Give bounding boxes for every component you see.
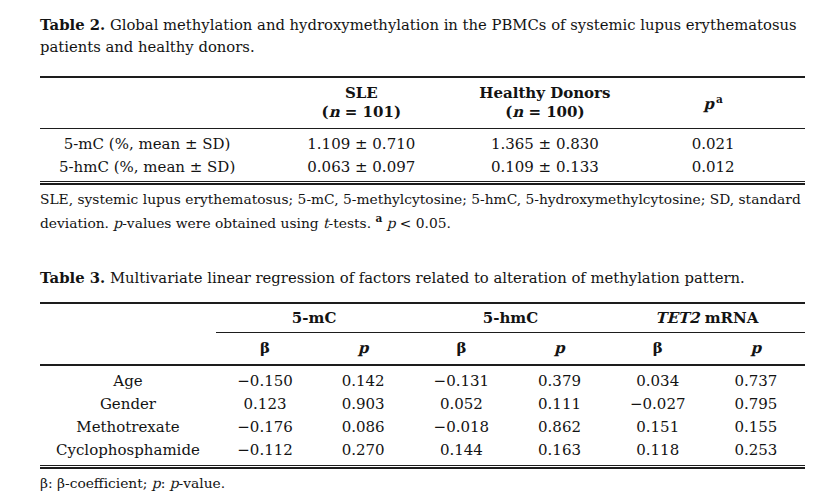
- table3: 5-mC 5-hmC TET2 mRNA β p β p β p Age −0.…: [40, 302, 805, 465]
- n-value: = 101): [340, 103, 401, 121]
- table3-cell: 0.379: [510, 365, 608, 393]
- table3-row-label: Cyclophosphamide: [40, 439, 216, 465]
- table3-row-age: Age −0.150 0.142 −0.131 0.379 0.034 0.73…: [40, 365, 805, 393]
- table2-header-healthy: Healthy Donors (n = 100): [468, 77, 621, 129]
- table3-footnote: β: β-coefficient; p: p-value.: [40, 474, 805, 491]
- table3-row-label: Gender: [40, 393, 216, 416]
- table2-header-p: pa: [621, 77, 805, 129]
- table3-row-gender: Gender 0.123 0.903 0.052 0.111 −0.027 0.…: [40, 393, 805, 416]
- table2: SLE (n = 101) Healthy Donors (n = 100) p…: [40, 76, 805, 181]
- table2-header-sle-n: (n = 101): [254, 103, 468, 122]
- table2-header-empty: [40, 77, 254, 129]
- table3-row-label: Methotrexate: [40, 416, 216, 439]
- table2-header-sle-name: SLE: [254, 84, 468, 103]
- table3-cell: 0.144: [412, 439, 510, 465]
- table3-cell: −0.018: [412, 416, 510, 439]
- table2-header-row: SLE (n = 101) Healthy Donors (n = 100) p…: [40, 77, 805, 129]
- table3-bottom-rule: [40, 465, 805, 469]
- table3-cell: 0.253: [707, 439, 805, 465]
- table2-caption: Table 2. Global methylation and hydroxym…: [40, 14, 805, 58]
- document-page: Table 2. Global methylation and hydroxym…: [0, 0, 816, 491]
- table3-caption: Table 3. Multivariate linear regression …: [40, 267, 805, 289]
- table3-cell: −0.150: [216, 365, 314, 393]
- n-symbol: n: [329, 103, 340, 121]
- table3-cell: 0.118: [609, 439, 707, 465]
- table3-cell: 0.903: [314, 393, 412, 416]
- table3-subheader-beta: β: [412, 332, 510, 365]
- table2-header-sle: SLE (n = 101): [254, 77, 468, 129]
- table3-cell: 0.052: [412, 393, 510, 416]
- table2-row-5mc: 5-mC (%, mean ± SD) 1.109 ± 0.710 1.365 …: [40, 129, 805, 157]
- table2-cell-healthy: 0.109 ± 0.133: [468, 156, 621, 181]
- table2-row-5hmc: 5-hmC (%, mean ± SD) 0.063 ± 0.097 0.109…: [40, 156, 805, 181]
- table3-group-header-row: 5-mC 5-hmC TET2 mRNA: [40, 303, 805, 333]
- table3-subheader-p: p: [707, 332, 805, 365]
- table2-row-label: 5-mC (%, mean ± SD): [40, 129, 254, 157]
- table3-cell: −0.027: [609, 393, 707, 416]
- n-symbol: n: [512, 103, 523, 121]
- table3-subheader-beta: β: [609, 332, 707, 365]
- table3-cell: 0.163: [510, 439, 608, 465]
- table2-header-healthy-n: (n = 100): [468, 103, 621, 122]
- table3-cell: 0.151: [609, 416, 707, 439]
- table3-cell: 0.123: [216, 393, 314, 416]
- table3-row-methotrexate: Methotrexate −0.176 0.086 −0.018 0.862 0…: [40, 416, 805, 439]
- table2-footnote: SLE, systemic lupus erythematosus; 5-mC,…: [40, 190, 805, 233]
- table3-cell: 0.111: [510, 393, 608, 416]
- table3-subheader-row: β p β p β p: [40, 332, 805, 365]
- p-symbol: p: [704, 95, 715, 113]
- table2-cell-sle: 1.109 ± 0.710: [254, 129, 468, 157]
- table3-cell: −0.131: [412, 365, 510, 393]
- table2-cell-p: 0.012: [621, 156, 805, 181]
- table3-row-label: Age: [40, 365, 216, 393]
- table3-cell: 0.034: [609, 365, 707, 393]
- table3-subheader-p: p: [314, 332, 412, 365]
- table3-subheader-empty: [40, 332, 216, 365]
- table3-cell: 0.142: [314, 365, 412, 393]
- table3-cell: 0.737: [707, 365, 805, 393]
- table2-cell-healthy: 1.365 ± 0.830: [468, 129, 621, 157]
- table3-row-cyclophosphamide: Cyclophosphamide −0.112 0.270 0.144 0.16…: [40, 439, 805, 465]
- table2-bottom-rule: [40, 181, 805, 185]
- table3-cell: 0.795: [707, 393, 805, 416]
- table3-cell: −0.176: [216, 416, 314, 439]
- table3-group-5mc: 5-mC: [216, 303, 412, 333]
- table3-cell: 0.862: [510, 416, 608, 439]
- table3-cell: 0.086: [314, 416, 412, 439]
- paren-open: (: [322, 103, 329, 121]
- table2-cell-sle: 0.063 ± 0.097: [254, 156, 468, 181]
- table3-subheader-beta: β: [216, 332, 314, 365]
- table3-corner-cell: [40, 303, 216, 333]
- table3-group-5hmc: 5-hmC: [412, 303, 608, 333]
- table3-cell: 0.155: [707, 416, 805, 439]
- p-superscript-a: a: [716, 93, 723, 105]
- table2-cell-p: 0.021: [621, 129, 805, 157]
- table3-cell: −0.112: [216, 439, 314, 465]
- n-value: = 100): [523, 103, 584, 121]
- table3-cell: 0.270: [314, 439, 412, 465]
- table2-header-healthy-name: Healthy Donors: [468, 84, 621, 103]
- table3-subheader-p: p: [510, 332, 608, 365]
- table3-group-tet2: TET2 mRNA: [609, 303, 805, 333]
- table2-row-label: 5-hmC (%, mean ± SD): [40, 156, 254, 181]
